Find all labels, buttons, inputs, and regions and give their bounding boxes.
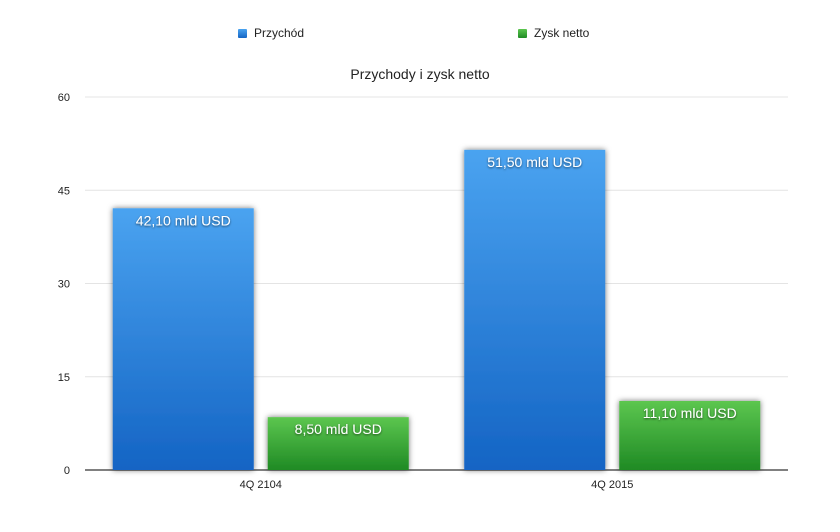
data-label: 42,10 mld USD [136,212,231,228]
legend-swatch-net-profit [518,28,527,38]
legend: Przychód Zysk netto [0,26,840,46]
data-label: 51,50 mld USD [487,154,582,170]
y-tick-label: 30 [58,279,70,291]
y-tick-label: 15 [58,372,70,384]
bar-1-0 [267,417,409,470]
legend-swatch-revenue [238,28,247,38]
legend-item-revenue: Przychód [238,26,304,40]
data-label: 8,50 mld USD [295,421,382,437]
data-label: 11,10 mld USD [643,405,737,421]
y-tick-label: 60 [58,92,70,104]
y-tick-label: 0 [64,465,70,477]
bar-1-1 [619,400,761,470]
legend-item-net-profit: Zysk netto [518,26,589,40]
chart-title: Przychody i zysk netto [350,66,490,82]
legend-label-net-profit: Zysk netto [534,26,590,40]
x-tick-label: 4Q 2015 [591,479,633,491]
x-tick-label: 4Q 2104 [240,479,282,491]
bar-0-0 [112,208,254,471]
legend-label-revenue: Przychód [254,26,305,40]
y-tick-label: 45 [58,185,70,197]
bar-0-1 [464,149,606,470]
